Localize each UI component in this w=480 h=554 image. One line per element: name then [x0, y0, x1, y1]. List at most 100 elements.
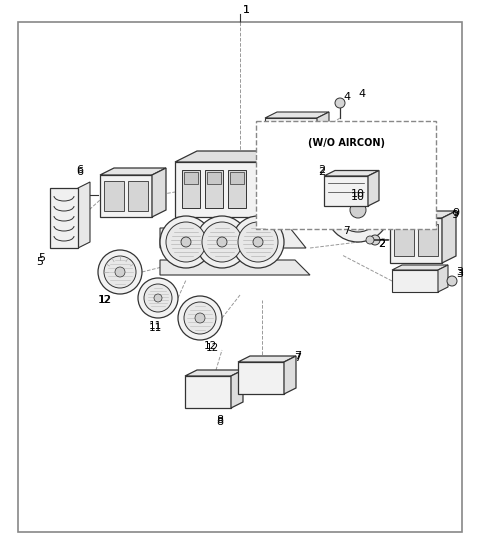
Polygon shape — [78, 182, 90, 248]
Circle shape — [336, 188, 380, 232]
Polygon shape — [390, 218, 442, 263]
Circle shape — [195, 313, 205, 323]
Polygon shape — [392, 265, 448, 270]
Text: 2: 2 — [378, 239, 385, 249]
Polygon shape — [175, 151, 282, 162]
Polygon shape — [175, 162, 260, 217]
Polygon shape — [324, 171, 379, 176]
Circle shape — [166, 222, 206, 262]
Text: 8: 8 — [216, 417, 224, 427]
Bar — [104, 181, 124, 211]
Polygon shape — [324, 176, 368, 206]
Text: 10: 10 — [351, 192, 365, 202]
Circle shape — [232, 216, 284, 268]
Text: 4: 4 — [359, 89, 366, 99]
Bar — [267, 193, 283, 219]
Circle shape — [217, 237, 227, 247]
Circle shape — [289, 200, 301, 212]
Polygon shape — [317, 112, 329, 148]
Text: 2: 2 — [318, 165, 325, 175]
Text: 5: 5 — [38, 253, 46, 263]
Bar — [207, 172, 221, 184]
Circle shape — [238, 222, 278, 262]
Text: 12: 12 — [204, 341, 216, 351]
Bar — [230, 172, 244, 184]
Polygon shape — [265, 112, 329, 118]
Bar — [256, 121, 436, 229]
Polygon shape — [160, 260, 310, 275]
Bar — [265, 118, 317, 148]
Text: 12: 12 — [97, 295, 110, 305]
Circle shape — [335, 98, 345, 108]
Bar — [184, 172, 198, 184]
Circle shape — [370, 235, 380, 245]
Bar — [392, 270, 438, 292]
Circle shape — [325, 195, 335, 205]
Text: 5: 5 — [36, 257, 44, 267]
Text: 4: 4 — [343, 92, 350, 102]
Circle shape — [178, 296, 222, 340]
Circle shape — [98, 250, 142, 294]
Bar — [228, 170, 246, 208]
Bar — [418, 224, 438, 256]
Circle shape — [160, 216, 212, 268]
Text: 9: 9 — [451, 210, 458, 220]
Polygon shape — [160, 228, 306, 248]
Text: 6: 6 — [76, 167, 84, 177]
Text: 7: 7 — [343, 226, 349, 236]
Circle shape — [253, 237, 263, 247]
Circle shape — [184, 302, 216, 334]
Polygon shape — [100, 175, 152, 217]
Polygon shape — [442, 211, 456, 263]
Polygon shape — [368, 171, 379, 206]
Polygon shape — [185, 376, 231, 408]
Text: 7: 7 — [294, 351, 301, 361]
Bar — [128, 181, 148, 211]
Text: 3: 3 — [456, 267, 464, 277]
Polygon shape — [238, 356, 296, 362]
Circle shape — [350, 202, 366, 218]
Text: (W/O AIRCON): (W/O AIRCON) — [308, 138, 384, 148]
Circle shape — [181, 237, 191, 247]
Text: 11: 11 — [148, 323, 162, 333]
Text: 8: 8 — [216, 415, 224, 425]
Text: 2: 2 — [318, 167, 325, 177]
Circle shape — [144, 284, 172, 312]
Polygon shape — [152, 168, 166, 217]
Bar — [182, 170, 200, 208]
Text: 6: 6 — [76, 165, 84, 175]
Circle shape — [138, 278, 178, 318]
Text: 2: 2 — [378, 239, 385, 249]
Text: 12: 12 — [205, 343, 218, 353]
Circle shape — [366, 236, 374, 244]
Text: 9: 9 — [453, 208, 459, 218]
Polygon shape — [185, 370, 243, 376]
Text: 7: 7 — [294, 353, 301, 363]
Polygon shape — [284, 356, 296, 394]
Polygon shape — [262, 185, 310, 227]
Text: 10: 10 — [351, 189, 365, 199]
Polygon shape — [262, 177, 325, 185]
Circle shape — [447, 276, 457, 286]
Circle shape — [196, 216, 248, 268]
Text: 12: 12 — [98, 295, 112, 305]
Text: 11: 11 — [148, 321, 162, 331]
Polygon shape — [231, 370, 243, 408]
Bar — [287, 193, 303, 219]
Polygon shape — [260, 151, 282, 217]
Circle shape — [154, 294, 162, 302]
Circle shape — [326, 178, 390, 242]
Polygon shape — [50, 188, 78, 248]
Bar — [205, 170, 223, 208]
Polygon shape — [310, 177, 325, 227]
Polygon shape — [438, 265, 448, 292]
Circle shape — [202, 222, 242, 262]
Text: 1: 1 — [242, 5, 250, 15]
Circle shape — [115, 267, 125, 277]
Circle shape — [269, 200, 281, 212]
Polygon shape — [238, 362, 284, 394]
Text: 1: 1 — [242, 5, 250, 15]
Circle shape — [104, 256, 136, 288]
Text: 3: 3 — [456, 269, 464, 279]
Polygon shape — [390, 211, 456, 218]
